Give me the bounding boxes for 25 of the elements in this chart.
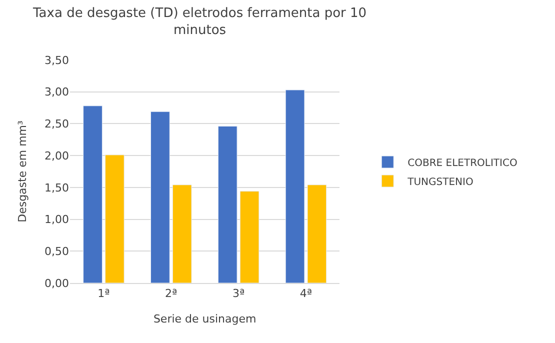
bar <box>307 184 327 283</box>
y-tick-label: 2,50 <box>44 118 69 131</box>
y-tick-label: 3,50 <box>44 54 69 67</box>
x-tick-label: 4ª <box>300 287 312 300</box>
y-tick-label: 0,50 <box>44 244 69 258</box>
y-tick-label: 2,00 <box>44 149 69 162</box>
chart-title: Taxa de desgaste (TD) eletrodos ferramenta por 10 minutos <box>32 6 367 38</box>
x-tick-label: 2ª <box>165 287 178 300</box>
x-axis-title: Serie de usinagem <box>153 312 256 326</box>
bar <box>285 90 305 283</box>
y-tick-label: 3,00 <box>44 86 69 99</box>
bar <box>83 106 102 283</box>
x-tick-label: 1ª <box>98 287 110 300</box>
bar <box>104 154 124 283</box>
bar <box>150 111 170 283</box>
y-tick-label: 0,00 <box>44 276 69 290</box>
y-tick-label: 1,00 <box>44 213 69 226</box>
bar <box>240 191 260 283</box>
x-tick-label: 3ª <box>232 287 245 300</box>
y-tick-label: 1,50 <box>44 181 69 194</box>
bar <box>218 126 238 283</box>
bar <box>172 184 192 283</box>
y-axis-title: Desgaste em mm³ <box>16 120 30 222</box>
legend-label: TUNGSTENIO <box>406 176 474 188</box>
legend-label: COBRE ELETROLITICO <box>408 158 518 169</box>
